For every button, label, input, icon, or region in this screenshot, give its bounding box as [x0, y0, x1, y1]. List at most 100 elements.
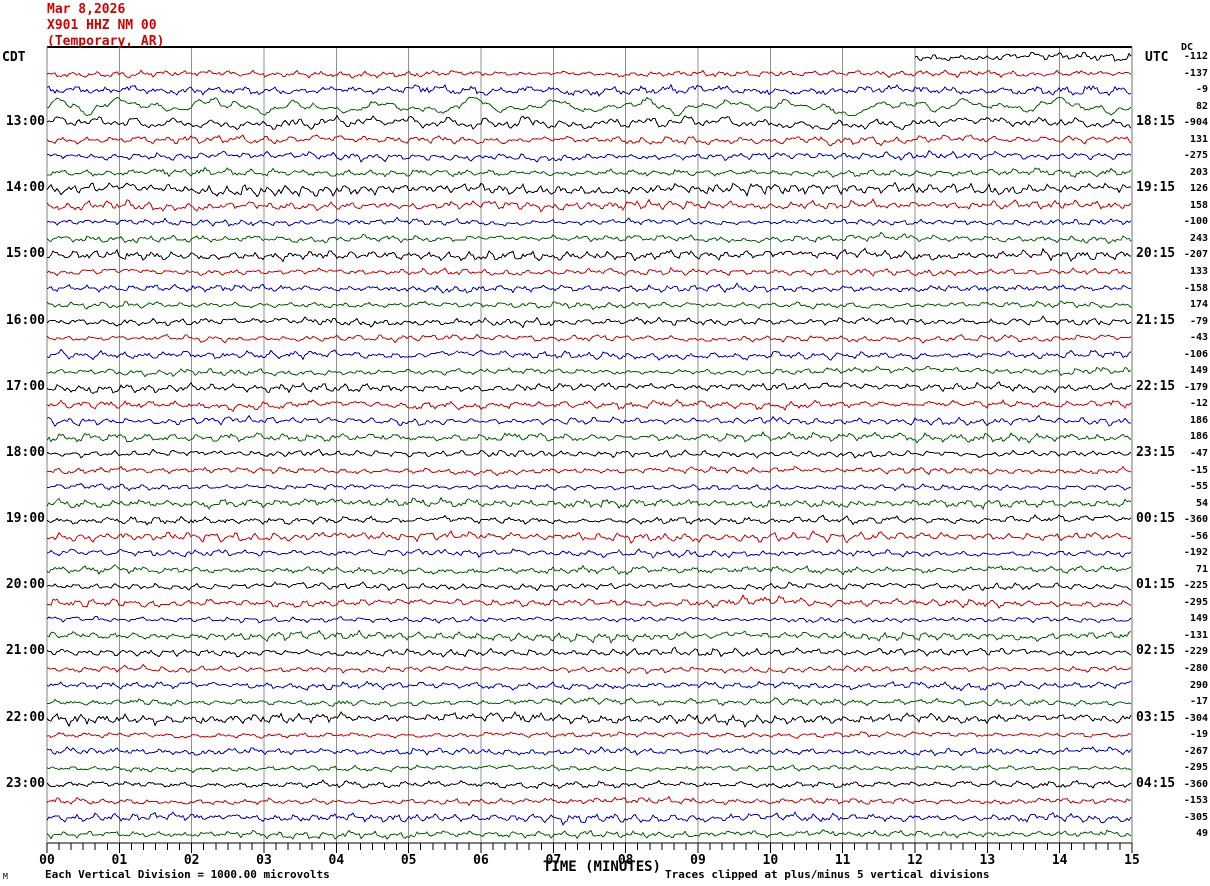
minute-label: 03: [256, 853, 272, 868]
minute-label: 08: [617, 853, 634, 868]
trace-row-1545: [46, 300, 1132, 311]
trace-row-1630: [46, 348, 1132, 361]
minute-label: 15: [1124, 853, 1140, 868]
trace-row-2215: [46, 730, 1132, 740]
trace-row-2245: [46, 764, 1132, 774]
title-station: X901 HHZ NM 00: [47, 18, 157, 33]
trace-row-2045: [46, 629, 1132, 645]
trace-row-2015: [46, 594, 1132, 610]
dc-value: -137: [1183, 67, 1208, 79]
dc-value: -295: [1183, 596, 1208, 608]
dc-value: -179: [1183, 381, 1208, 393]
trace-row-1715: [46, 398, 1132, 413]
dc-value: -280: [1183, 662, 1208, 674]
hour-label-cdt: 17:00: [5, 378, 45, 394]
trace-row-2030: [46, 615, 1132, 624]
hour-label-utc: 04:15: [1136, 775, 1176, 791]
hour-label-cdt: 14:00: [5, 180, 45, 196]
minute-label: 04: [328, 853, 345, 868]
trace-row-2200: [46, 711, 1132, 729]
hour-label-cdt: 18:00: [5, 444, 45, 460]
minute-label: 11: [834, 853, 851, 868]
left-timezone-label: CDT: [2, 50, 26, 65]
dc-value: -79: [1189, 315, 1208, 327]
trace-row-1300: [46, 114, 1132, 131]
dc-value: -295: [1183, 762, 1208, 774]
hour-label-cdt: 22:00: [5, 709, 45, 725]
x-axis-title: TIME (MINUTES): [542, 859, 661, 875]
trace-row-1645: [46, 365, 1132, 378]
trace-row-2000: [46, 581, 1132, 592]
minute-label: 10: [762, 853, 779, 868]
minute-label: 13: [979, 853, 996, 868]
dc-value: -904: [1183, 117, 1208, 129]
trace-row-1430: [46, 216, 1132, 228]
trace-row-2100: [46, 646, 1132, 658]
hour-label-utc: 20:15: [1136, 246, 1176, 262]
right-timezone-label: UTC: [1145, 50, 1169, 65]
hour-label-utc: 01:15: [1136, 577, 1176, 593]
dc-value: -225: [1183, 580, 1208, 592]
dc-value: -43: [1189, 332, 1208, 344]
trace-row-1400: [46, 181, 1131, 198]
hour-label-cdt: 15:00: [5, 246, 45, 262]
trace-row-1900: [46, 514, 1132, 526]
hour-label-cdt: 20:00: [5, 577, 45, 593]
dc-value: 203: [1189, 166, 1208, 178]
dc-value: -106: [1183, 348, 1208, 360]
trace-row-1845: [46, 496, 1132, 511]
dc-value: -305: [1183, 811, 1208, 823]
dc-value: -100: [1183, 216, 1208, 228]
dc-value: 126: [1189, 183, 1208, 195]
dc-value: -153: [1183, 795, 1208, 807]
trace-row-2330: [46, 811, 1132, 827]
dc-value: -158: [1183, 282, 1208, 294]
trace-row-1330: [47, 150, 1132, 164]
trace-row-2145: [46, 697, 1132, 708]
trace-row-2230: [46, 746, 1132, 757]
trace-row-1315: [46, 134, 1132, 147]
trace-row-1415: [46, 198, 1132, 213]
minute-label: 12: [907, 853, 923, 868]
hour-label-cdt: 23:00: [5, 775, 45, 791]
dc-value: 133: [1189, 266, 1208, 278]
minute-label: 14: [1051, 853, 1068, 868]
hour-label-utc: 00:15: [1136, 511, 1176, 527]
minute-label: 09: [690, 853, 706, 868]
trace-row-1515: [46, 266, 1132, 277]
minute-label: 00: [39, 853, 55, 868]
dc-value: -275: [1183, 150, 1208, 162]
trace-row-1345: [47, 166, 1132, 179]
hour-label-utc: 21:15: [1136, 312, 1176, 328]
dc-value: -229: [1183, 646, 1208, 658]
dc-value: -267: [1183, 745, 1208, 757]
hour-label-cdt: 13:00: [5, 114, 45, 130]
hour-label-utc: 03:15: [1136, 709, 1176, 725]
hour-label-utc: 19:15: [1136, 180, 1176, 196]
trace-row-1230: [46, 83, 1132, 97]
trace-row-2115: [46, 663, 1132, 675]
dc-value: -360: [1183, 778, 1208, 790]
watermark: M: [3, 872, 8, 881]
title-date: Mar 8,2026: [47, 2, 126, 17]
trace-row-1730: [46, 414, 1132, 428]
minute-label: 02: [183, 853, 200, 868]
trace-row-1245: [46, 96, 1132, 117]
hour-label-cdt: 19:00: [5, 511, 45, 527]
minute-label: 07: [545, 853, 562, 868]
dc-value: 149: [1189, 365, 1208, 377]
dc-value: 131: [1189, 133, 1208, 145]
dc-value: 49: [1195, 828, 1208, 840]
trace-row-1745: [46, 430, 1132, 444]
dc-value: -17: [1189, 696, 1208, 708]
trace-row-2130: [46, 680, 1132, 692]
title-location: (Temporary, AR): [47, 34, 165, 49]
dc-value: -360: [1183, 514, 1208, 526]
trace-row-2300: [46, 779, 1132, 790]
trace-row-1530: [46, 281, 1132, 294]
trace-row-1800: [46, 448, 1132, 459]
trace-row-1600: [46, 315, 1132, 329]
trace-row-1500: [46, 247, 1132, 263]
dc-value: 82: [1195, 100, 1208, 112]
